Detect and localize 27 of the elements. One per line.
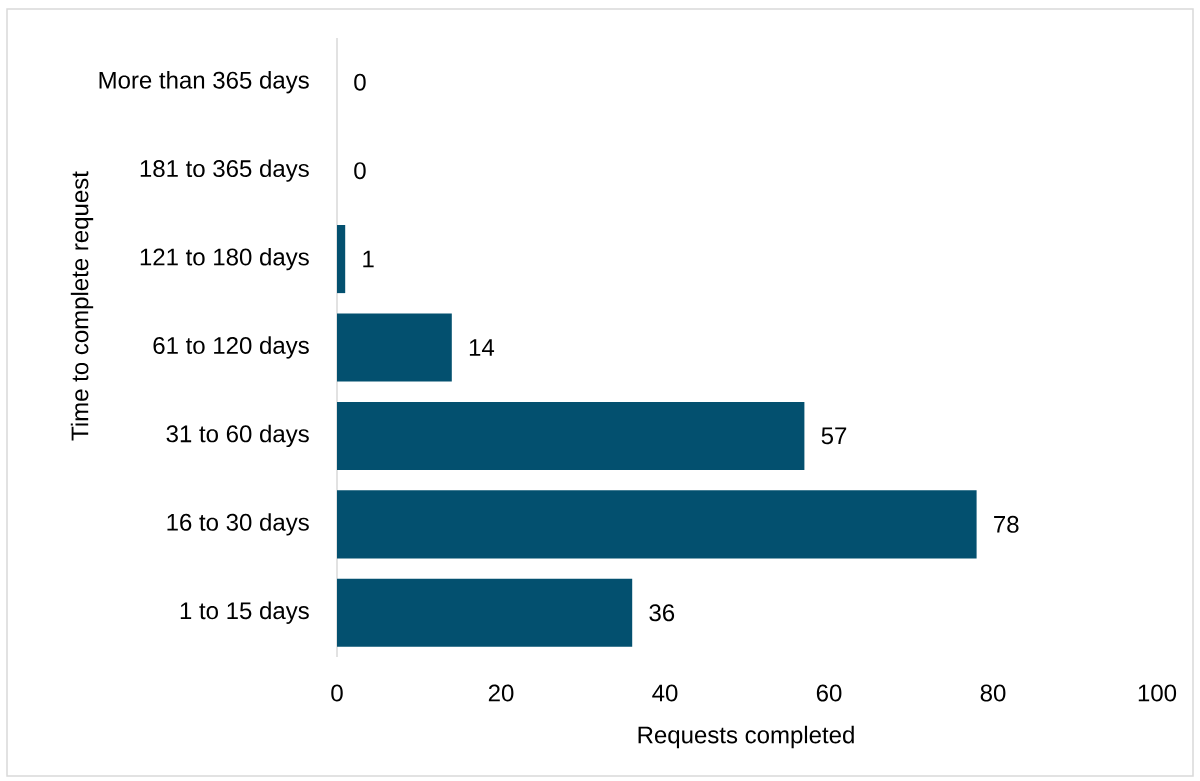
y-tick-label: 181 to 365 days — [140, 159, 309, 182]
data-label: 0 — [354, 73, 366, 91]
y-tick-label: 16 to 30 days — [167, 513, 309, 536]
x-axis-title: Requests completed — [638, 725, 854, 749]
bar — [337, 401, 805, 470]
data-label: 1 — [363, 250, 374, 268]
y-tick-label: 31 to 60 days — [166, 424, 309, 448]
bar — [337, 490, 977, 559]
y-tick-label: 1 to 15 days — [180, 601, 309, 624]
x-tick-label: 40 — [652, 684, 678, 702]
data-label: 78 — [994, 515, 1019, 533]
y-tick-label: 121 to 180 days — [140, 247, 309, 271]
y-tick-label: More than 365 days — [99, 71, 309, 94]
x-tick-label: 60 — [816, 684, 842, 702]
x-tick-label: 80 — [980, 684, 1006, 702]
y-tick-label: 61 to 120 days — [153, 336, 309, 359]
bar — [337, 578, 633, 647]
bar — [337, 313, 452, 382]
data-label: 14 — [469, 339, 495, 356]
data-label: 36 — [649, 604, 675, 622]
x-tick-label: 100 — [1138, 684, 1177, 702]
y-axis-title: Time to complete request — [70, 171, 94, 441]
data-label: 0 — [354, 162, 366, 180]
bar — [337, 225, 346, 294]
x-tick-label: 0 — [331, 684, 343, 702]
x-tick-label: 20 — [488, 684, 514, 702]
data-label: 57 — [821, 427, 847, 445]
